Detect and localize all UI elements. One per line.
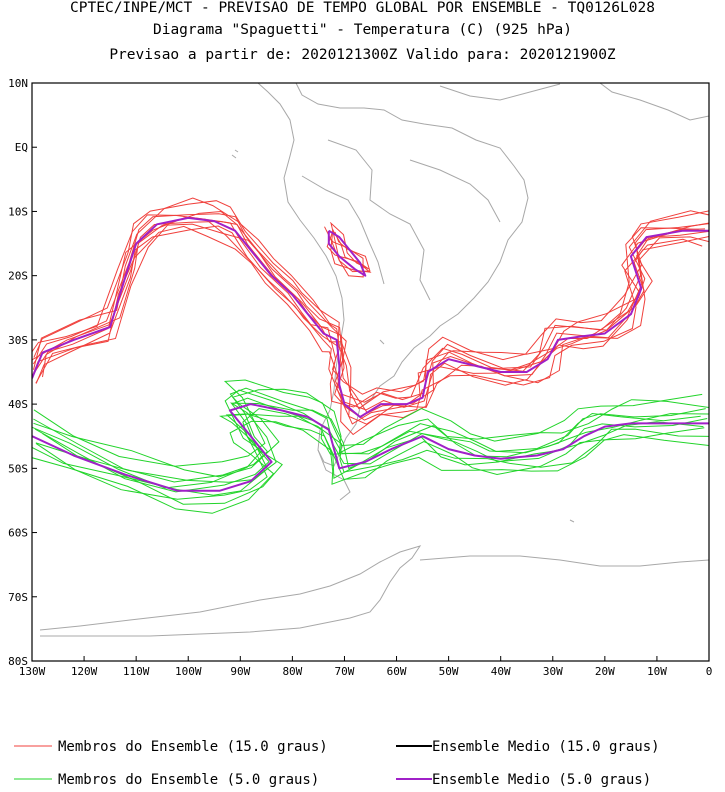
member-trace-5	[32, 389, 701, 489]
x-tick-label: 100W	[175, 665, 202, 678]
x-tick-label: 50W	[439, 665, 459, 678]
chart-title-line-2: Diagrama "Spaguetti" - Temperatura (C) (…	[152, 22, 573, 38]
member-trace-15	[42, 210, 709, 414]
member-trace-5	[33, 379, 703, 467]
member-trace-5	[35, 408, 709, 505]
ensemble-members-15	[32, 197, 709, 436]
x-tick-label: 20W	[595, 665, 615, 678]
member-trace-5	[42, 402, 709, 483]
x-tick-label: 0	[706, 665, 713, 678]
plot-frame	[31, 82, 710, 662]
legend-label-mean-15: Ensemble Medio (15.0 graus)	[432, 739, 660, 755]
member-trace-15	[33, 200, 709, 395]
y-tick-label: 30S	[8, 334, 28, 347]
member-trace-5	[32, 420, 709, 514]
x-tick-label: 30W	[543, 665, 563, 678]
x-tick-label: 120W	[71, 665, 98, 678]
member-trace-15-small	[330, 230, 372, 273]
y-tick-label: 60S	[8, 527, 28, 540]
y-tick-label: EQ	[15, 141, 28, 154]
x-tick-label: 60W	[387, 665, 407, 678]
y-axis: 10N EQ 10S 20S 30S 40S 50S 60S 70S 80S	[8, 77, 37, 668]
member-trace-5	[32, 413, 704, 496]
ensemble-members-5	[32, 379, 709, 514]
ensemble-means	[32, 216, 709, 492]
legend-label-members-5: Membros do Ensemble (5.0 graus)	[58, 772, 319, 788]
member-trace-15	[33, 197, 709, 410]
x-axis: 130W 120W 110W 100W 90W 80W 70W 60W 50W 40W 30W 20W…	[19, 656, 713, 678]
x-tick-label: 110W	[123, 665, 150, 678]
chart-title-line-3: Previsao a partir de: 2020121300Z Valido…	[109, 47, 616, 63]
x-tick-label: 130W	[19, 665, 46, 678]
legend-label-mean-5: Ensemble Medio (5.0 graus)	[432, 772, 651, 788]
mean-line-5	[32, 403, 709, 492]
y-tick-label: 10N	[8, 77, 28, 90]
y-tick-label: 70S	[8, 591, 28, 604]
member-trace-15	[32, 213, 709, 403]
member-trace-15-small	[330, 223, 371, 273]
x-tick-label: 40W	[491, 665, 511, 678]
member-trace-15-small	[324, 226, 364, 278]
member-trace-5	[33, 388, 709, 478]
y-tick-label: 50S	[8, 462, 28, 475]
mean-line-15	[32, 216, 709, 418]
mean-line-15	[327, 229, 367, 277]
y-tick-label: 10S	[8, 205, 28, 218]
map-coastlines	[39, 83, 709, 637]
y-tick-label: 20S	[8, 270, 28, 283]
chart-title-line-1: CPTEC/INPE/MCT - PREVISAO DE TEMPO GLOBA…	[70, 0, 655, 16]
member-trace-15-small	[326, 222, 369, 270]
x-tick-label: 10W	[647, 665, 667, 678]
member-trace-15	[32, 214, 699, 408]
member-trace-15	[35, 223, 709, 425]
legend: Membros do Ensemble (15.0 graus) Ensembl…	[14, 739, 660, 788]
y-tick-label: 40S	[8, 398, 28, 411]
x-tick-label: 70W	[335, 665, 355, 678]
x-tick-label: 90W	[230, 665, 250, 678]
x-tick-label: 80W	[282, 665, 302, 678]
legend-label-members-15: Membros do Ensemble (15.0 graus)	[58, 739, 328, 755]
member-trace-15	[34, 220, 709, 411]
y-tick-label: 80S	[8, 655, 28, 668]
member-trace-15	[32, 225, 703, 436]
